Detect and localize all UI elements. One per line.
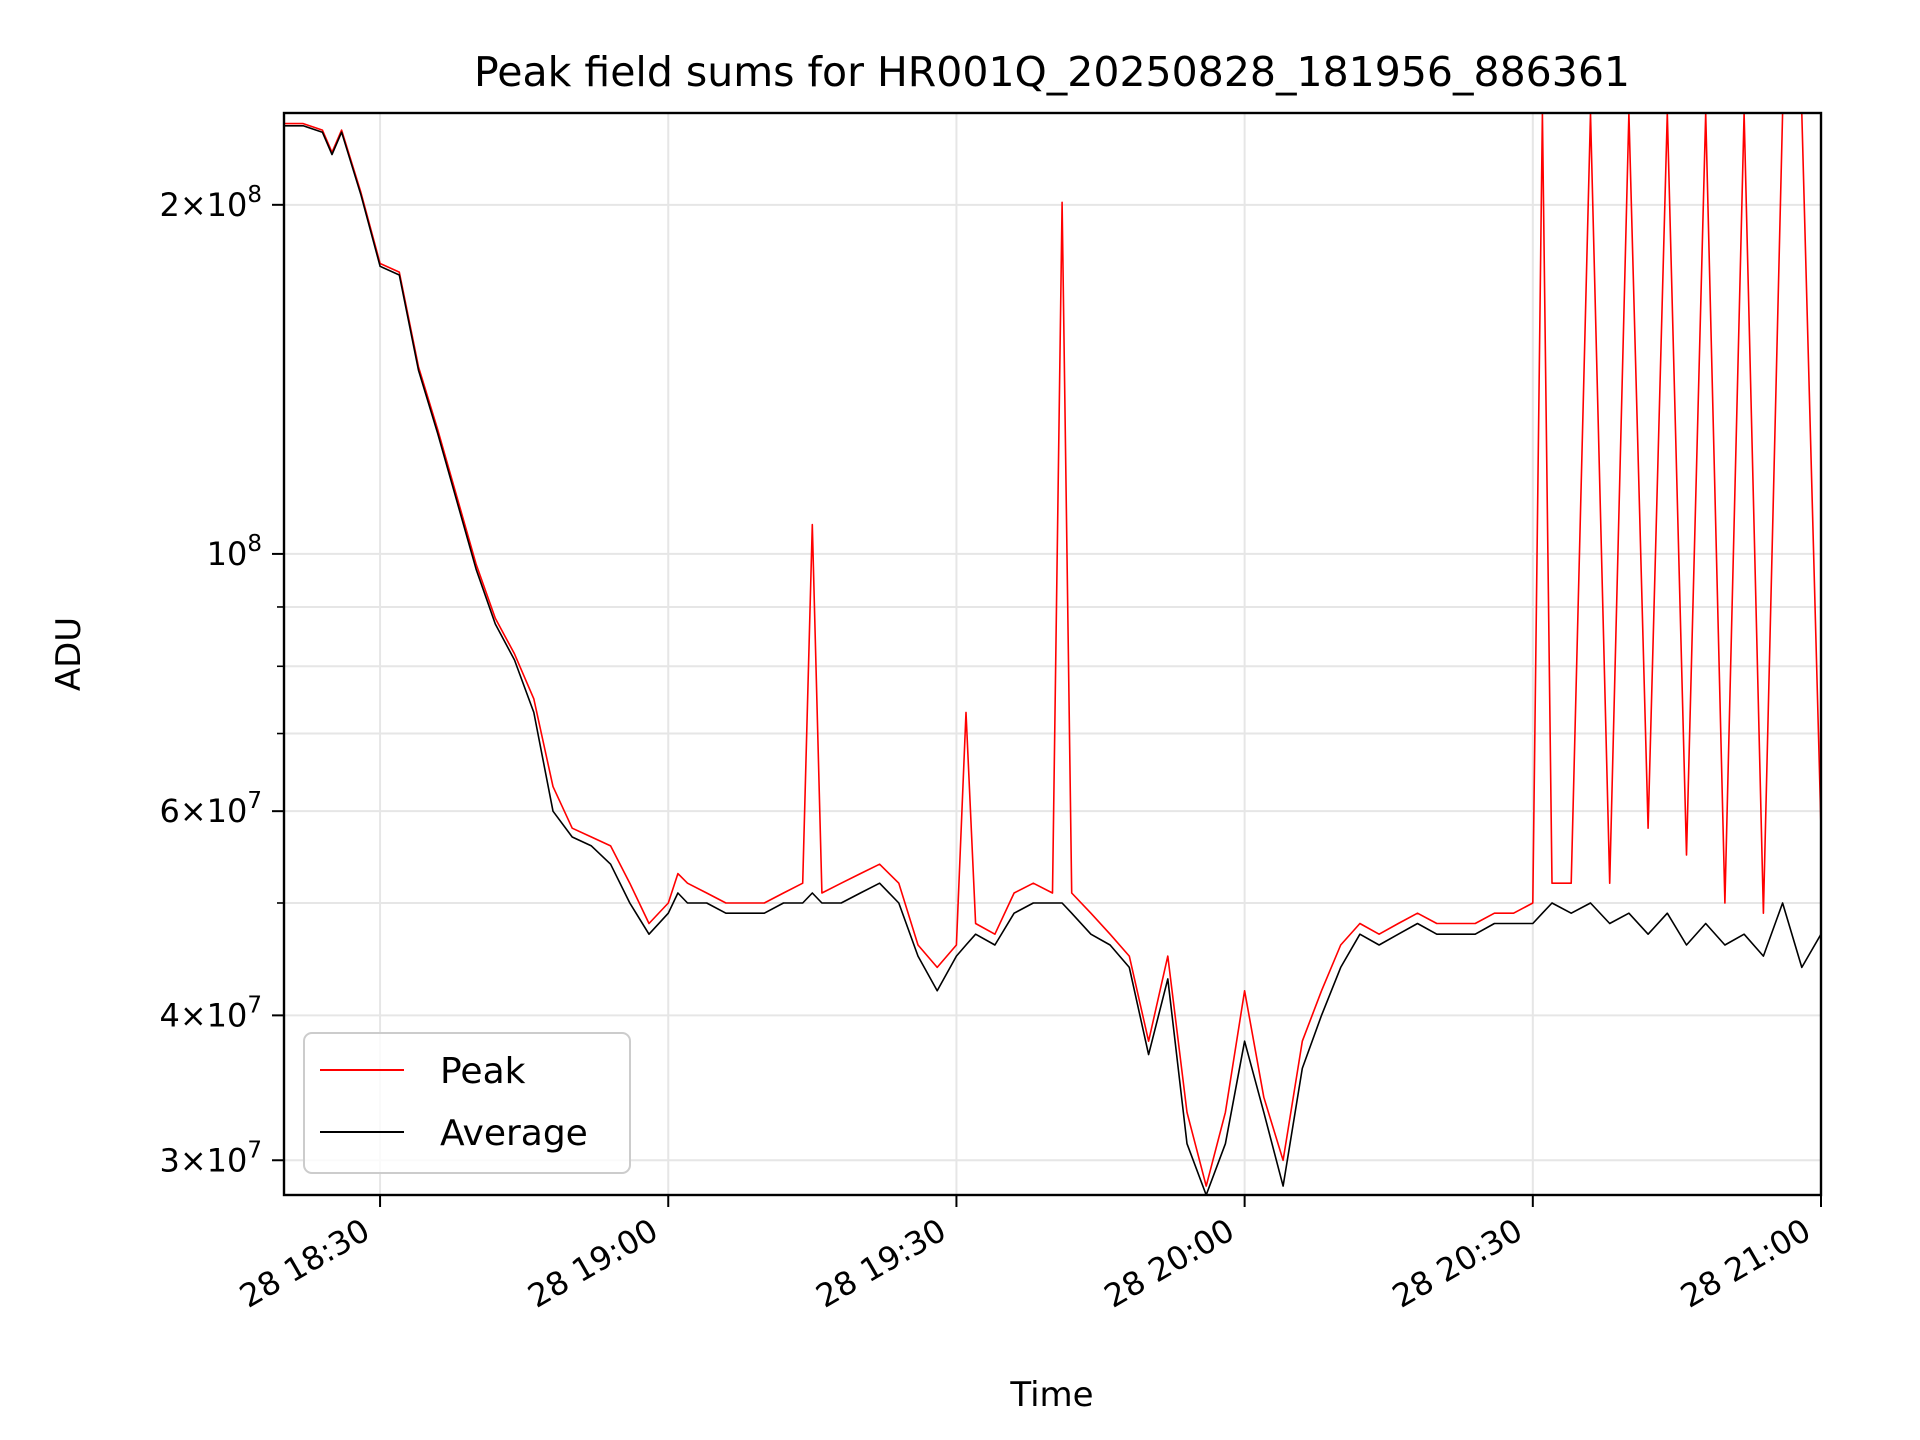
plot-frame	[282, 111, 1823, 1197]
legend-label-average: Average	[440, 1113, 588, 1154]
y-tick-label: 3×107	[159, 1137, 262, 1179]
series-line-average	[284, 125, 1821, 1195]
legend-label-peak: Peak	[440, 1051, 526, 1092]
y-tick-label: 4×107	[159, 992, 262, 1034]
legend-box	[303, 1032, 631, 1174]
y-axis-title: ADU	[49, 617, 89, 691]
series-line-peak	[284, 113, 1821, 1187]
series-layer	[284, 113, 1821, 1195]
chart-title: Peak field sums for HR001Q_20250828_1819…	[474, 48, 1630, 96]
x-axis-title: Time	[1009, 1375, 1093, 1415]
y-tick-label: 6×107	[159, 788, 262, 830]
legend: Peak Average	[303, 1032, 631, 1174]
y-tick-label: 2×108	[159, 182, 262, 224]
y-tick-label: 108	[207, 531, 262, 573]
grid-layer	[284, 113, 1822, 1195]
